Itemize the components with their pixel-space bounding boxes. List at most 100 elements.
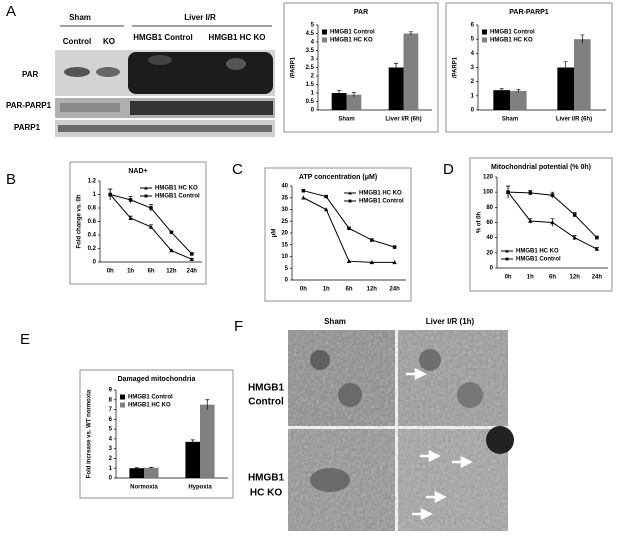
chart-title: PAR xyxy=(354,9,368,16)
marker xyxy=(144,186,148,190)
y-tick-label: 1.5 xyxy=(306,82,315,88)
marker xyxy=(190,252,194,256)
x-tick-label: 12h xyxy=(367,287,378,293)
marker xyxy=(528,191,533,195)
y-tick-label: 6 xyxy=(109,417,113,423)
marker xyxy=(324,207,329,212)
y-tick-label: 10 xyxy=(281,254,288,260)
panel-letter: A xyxy=(6,3,16,20)
marker xyxy=(149,206,153,210)
blot-spot xyxy=(60,103,120,112)
marker xyxy=(505,257,509,261)
y-axis-label: /PARP1 xyxy=(291,56,297,78)
marker xyxy=(392,245,397,249)
bar xyxy=(403,33,419,110)
marker xyxy=(301,188,306,193)
lane-label: HMGB1 Control xyxy=(133,33,193,42)
marker xyxy=(550,220,555,225)
legend-swatch xyxy=(482,29,487,35)
row-label: PAR-PARP1 xyxy=(6,101,52,110)
bar xyxy=(510,90,527,110)
marker xyxy=(346,259,352,263)
y-tick-label: 1 xyxy=(311,91,315,97)
row-label: HMGB1 xyxy=(248,383,285,394)
y-axis-label: μM xyxy=(272,229,278,238)
error-bar xyxy=(516,89,521,93)
y-tick-label: 3.5 xyxy=(306,48,315,54)
marker xyxy=(189,257,194,262)
organelle xyxy=(419,349,441,371)
y-tick-label: 0.5 xyxy=(306,99,315,105)
panel-letter: E xyxy=(20,331,30,348)
marker xyxy=(595,235,599,240)
marker xyxy=(392,260,397,265)
y-tick-label: 7 xyxy=(109,407,113,413)
row-label: PARP1 xyxy=(14,123,41,132)
marker xyxy=(128,215,133,220)
blot-spot xyxy=(64,67,90,77)
row-label: PAR xyxy=(22,70,39,79)
y-tick-label: 3 xyxy=(311,57,315,63)
marker xyxy=(594,246,600,251)
micrographs: Sham Liver I/R (1h) HMGB1 Control HMGB1 … xyxy=(248,317,514,531)
legend-label: HMGB1 Control xyxy=(516,257,561,263)
y-tick-label: 20 xyxy=(281,231,288,237)
x-tick-label: 6h xyxy=(549,275,556,281)
bar xyxy=(493,90,510,110)
blot-spot xyxy=(226,58,246,70)
bar xyxy=(346,94,362,110)
marker xyxy=(301,195,306,200)
y-tick-label: 2 xyxy=(471,79,475,85)
y-axis-label: Fold increase vs. WT normoxia xyxy=(87,389,93,478)
panel-letter: C xyxy=(232,161,243,178)
y-axis-label: /PARP1 xyxy=(453,56,459,78)
organelle xyxy=(457,382,483,408)
y-tick-label: 15 xyxy=(281,242,288,248)
legend-label: HMGB1 HC KO xyxy=(155,186,198,192)
marker xyxy=(572,235,577,240)
y-tick-label: 80 xyxy=(486,205,493,211)
western-blot: Sham Liver I/R Control KO HMGB1 Control … xyxy=(6,13,275,137)
charts: PAR 0 0.5 1 1.5 2 2.5 3 3.5 4 4.5 5/PARP1 Sham Liver … xyxy=(69,2,613,499)
bar xyxy=(574,39,591,110)
y-tick-label: 1 xyxy=(93,192,97,198)
lane-label: HMGB1 HC KO xyxy=(209,33,266,42)
x-tick-label: 1h xyxy=(127,269,134,275)
y-tick-label: 25 xyxy=(281,219,288,225)
x-tick-label: 0h xyxy=(300,287,307,293)
marker xyxy=(348,199,352,203)
marker xyxy=(169,248,174,253)
legend-swatch xyxy=(482,37,487,43)
chart-frame xyxy=(69,161,207,285)
marker xyxy=(348,191,352,195)
error-bar xyxy=(337,90,342,96)
chart-title: PAR-PARP1 xyxy=(509,9,549,16)
chart-title: NAD+ xyxy=(128,168,147,175)
legend-swatch xyxy=(322,37,327,43)
y-tick-label: 0.2 xyxy=(88,246,97,252)
legend-label: HMGB1 HC KO xyxy=(490,38,533,44)
y-tick-label: 1 xyxy=(471,93,475,99)
y-tick-label: 5 xyxy=(471,37,475,43)
bar xyxy=(557,67,574,110)
y-tick-label: 0 xyxy=(490,266,494,272)
chart-title: Damaged mitochondria xyxy=(118,376,196,383)
x-tick-label: 1h xyxy=(323,287,330,293)
error-bar xyxy=(134,467,139,469)
y-tick-label: 0 xyxy=(285,278,289,284)
marker xyxy=(370,238,374,242)
y-tick-label: 35 xyxy=(281,195,288,201)
legend-label: HMGB1 HC KO xyxy=(128,403,171,409)
bar xyxy=(331,93,347,110)
chart-title: Mitochondrial potential (% 0h) xyxy=(491,164,591,171)
y-tick-label: 5 xyxy=(285,266,289,272)
y-tick-label: 40 xyxy=(281,184,288,190)
marker xyxy=(369,260,374,265)
x-tick-label: Normoxia xyxy=(130,485,158,491)
error-bar xyxy=(499,88,504,92)
marker xyxy=(550,193,555,197)
y-tick-label: 0 xyxy=(471,108,475,114)
organelle xyxy=(338,383,362,407)
x-tick-label: 0h xyxy=(107,269,114,275)
marker xyxy=(324,194,328,199)
